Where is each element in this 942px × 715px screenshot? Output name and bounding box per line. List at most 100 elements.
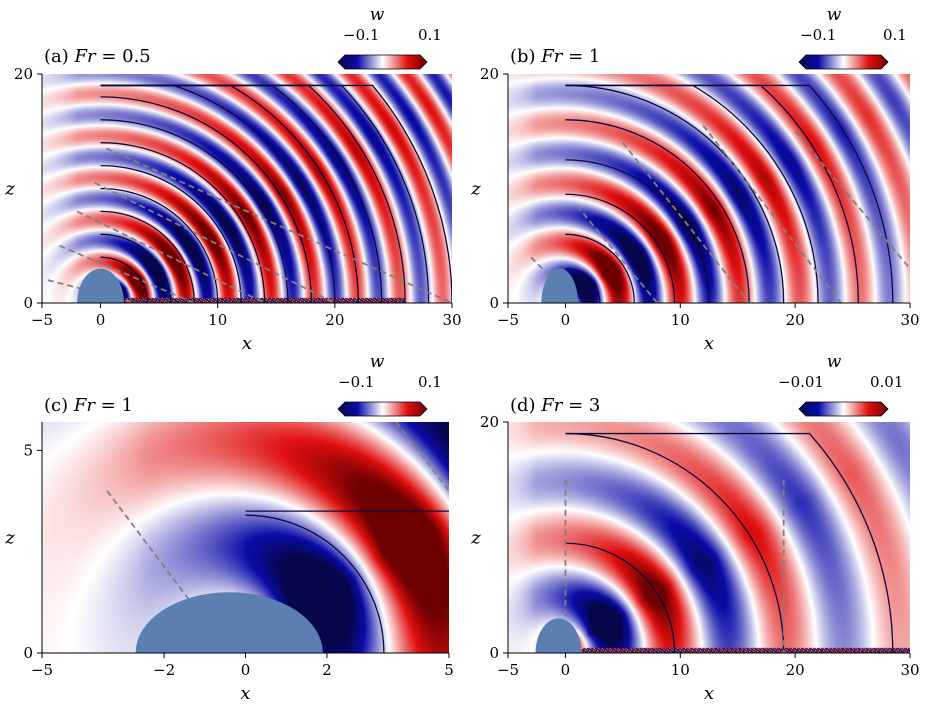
- ray-line: [94, 181, 336, 303]
- x-tick-label: −5: [31, 311, 53, 329]
- x-tick-label: 0: [241, 661, 251, 679]
- crest-line: [100, 164, 242, 303]
- crest-line: [565, 432, 894, 653]
- x-tick-label: 0: [96, 311, 106, 329]
- x-tick-label: 5: [444, 661, 454, 679]
- x-tick-label: 30: [900, 661, 919, 679]
- crest-line: [565, 542, 676, 653]
- x-tick-label: −2: [153, 661, 175, 679]
- y-tick-label: 0: [489, 294, 499, 312]
- crest-line: [565, 84, 859, 303]
- ray-line: [59, 244, 195, 303]
- colorbar: w−0.1 0.1: [798, 5, 907, 70]
- obstacle: [77, 268, 124, 303]
- y-axis-label: z: [470, 528, 481, 549]
- colorbar-bar: [798, 54, 889, 70]
- x-tick-label: 2: [322, 661, 332, 679]
- ray-line: [106, 490, 230, 653]
- colorbar-bar: [798, 401, 889, 417]
- panel-letter: (d): [510, 395, 541, 416]
- ray-line: [622, 142, 750, 303]
- x-tick-label: −5: [497, 311, 519, 329]
- ray-line: [106, 147, 452, 303]
- x-axis-label: x: [704, 683, 714, 704]
- crest-line: [565, 119, 750, 303]
- colorbar-max-label: 0.1: [418, 26, 442, 44]
- crest-line: [565, 268, 601, 303]
- x-tick-label: −5: [31, 661, 53, 679]
- ray-line: [76, 210, 265, 303]
- y-axis-label: z: [470, 179, 481, 200]
- panel-value: = 1: [95, 395, 133, 416]
- colorbar-min-label: −0.1: [338, 373, 374, 391]
- x-tick-label: 0: [561, 311, 571, 329]
- obstacle: [541, 268, 579, 303]
- y-tick-label: 20: [480, 413, 499, 431]
- ray-line: [702, 124, 842, 303]
- colorbar-max-label: 0.1: [883, 26, 907, 44]
- crest-line: [100, 233, 172, 303]
- crest-line: [565, 84, 894, 303]
- ray-line: [576, 205, 659, 303]
- colorbar-title: w: [827, 352, 842, 372]
- x-axis-label: x: [240, 683, 250, 704]
- panel-letter: (a): [44, 46, 75, 67]
- colorbar-min-label: −0.01: [778, 373, 824, 391]
- colorbar-title: w: [370, 352, 385, 372]
- crest-line: [565, 432, 785, 653]
- crest-line: [100, 210, 195, 303]
- crest-line: [100, 96, 313, 303]
- x-tick-label: 10: [671, 311, 690, 329]
- colorbar-bar: [337, 54, 428, 70]
- x-axis-label: x: [704, 333, 714, 354]
- panel-value: = 1: [562, 46, 600, 67]
- panel-letter: (b): [510, 46, 541, 67]
- y-tick-label: 0: [23, 644, 33, 662]
- panel-label: (b) Fr = 1: [510, 46, 600, 67]
- colorbar-min-label: −0.1: [800, 26, 836, 44]
- x-tick-label: 20: [786, 661, 805, 679]
- colorbar: w−0.01 0.01: [778, 352, 903, 417]
- crest-line: [565, 159, 710, 303]
- crest-line: [565, 233, 635, 303]
- y-tick-label: 20: [480, 65, 499, 83]
- panel-label: (d) Fr = 3: [510, 395, 600, 416]
- w-field: [508, 422, 910, 653]
- panel-value: = 0.5: [96, 46, 151, 67]
- x-tick-label: 20: [325, 311, 344, 329]
- obstacle: [535, 618, 582, 653]
- panel-letter: (c): [44, 395, 74, 416]
- colorbar-max-label: 0.01: [870, 373, 903, 391]
- x-tick-label: 30: [442, 311, 461, 329]
- crest-line: [565, 84, 819, 303]
- crest-line: [100, 84, 430, 303]
- crest-line: [100, 84, 336, 303]
- panel-var: Fr: [74, 46, 97, 67]
- x-tick-label: 10: [671, 661, 690, 679]
- crest-line: [100, 84, 383, 303]
- crest-line: [100, 84, 359, 303]
- crest-line: [100, 119, 289, 303]
- y-tick-label: 0: [23, 294, 33, 312]
- panel-c: −5 −2 0 2 5 0 5 x z (c) Fr = 1 w−0.1 0.1: [4, 352, 454, 704]
- x-tick-label: −5: [497, 661, 519, 679]
- ray-line: [395, 422, 449, 492]
- colorbar: w−0.1 0.1: [337, 352, 442, 417]
- crest-line: [100, 84, 406, 303]
- colorbar-bar: [337, 401, 428, 417]
- panel-value: = 3: [562, 395, 600, 416]
- crest-line: [100, 142, 266, 303]
- colorbar: w−0.1 0.1: [337, 5, 442, 70]
- panel-label: (c) Fr = 1: [44, 395, 133, 416]
- colorbar-min-label: −0.1: [343, 26, 379, 44]
- y-axis-label: z: [4, 179, 15, 200]
- colorbar-title: w: [370, 5, 385, 25]
- y-tick-label: 5: [23, 441, 33, 459]
- x-tick-label: 30: [900, 311, 919, 329]
- obstacle: [135, 592, 323, 653]
- crest-line: [100, 256, 149, 303]
